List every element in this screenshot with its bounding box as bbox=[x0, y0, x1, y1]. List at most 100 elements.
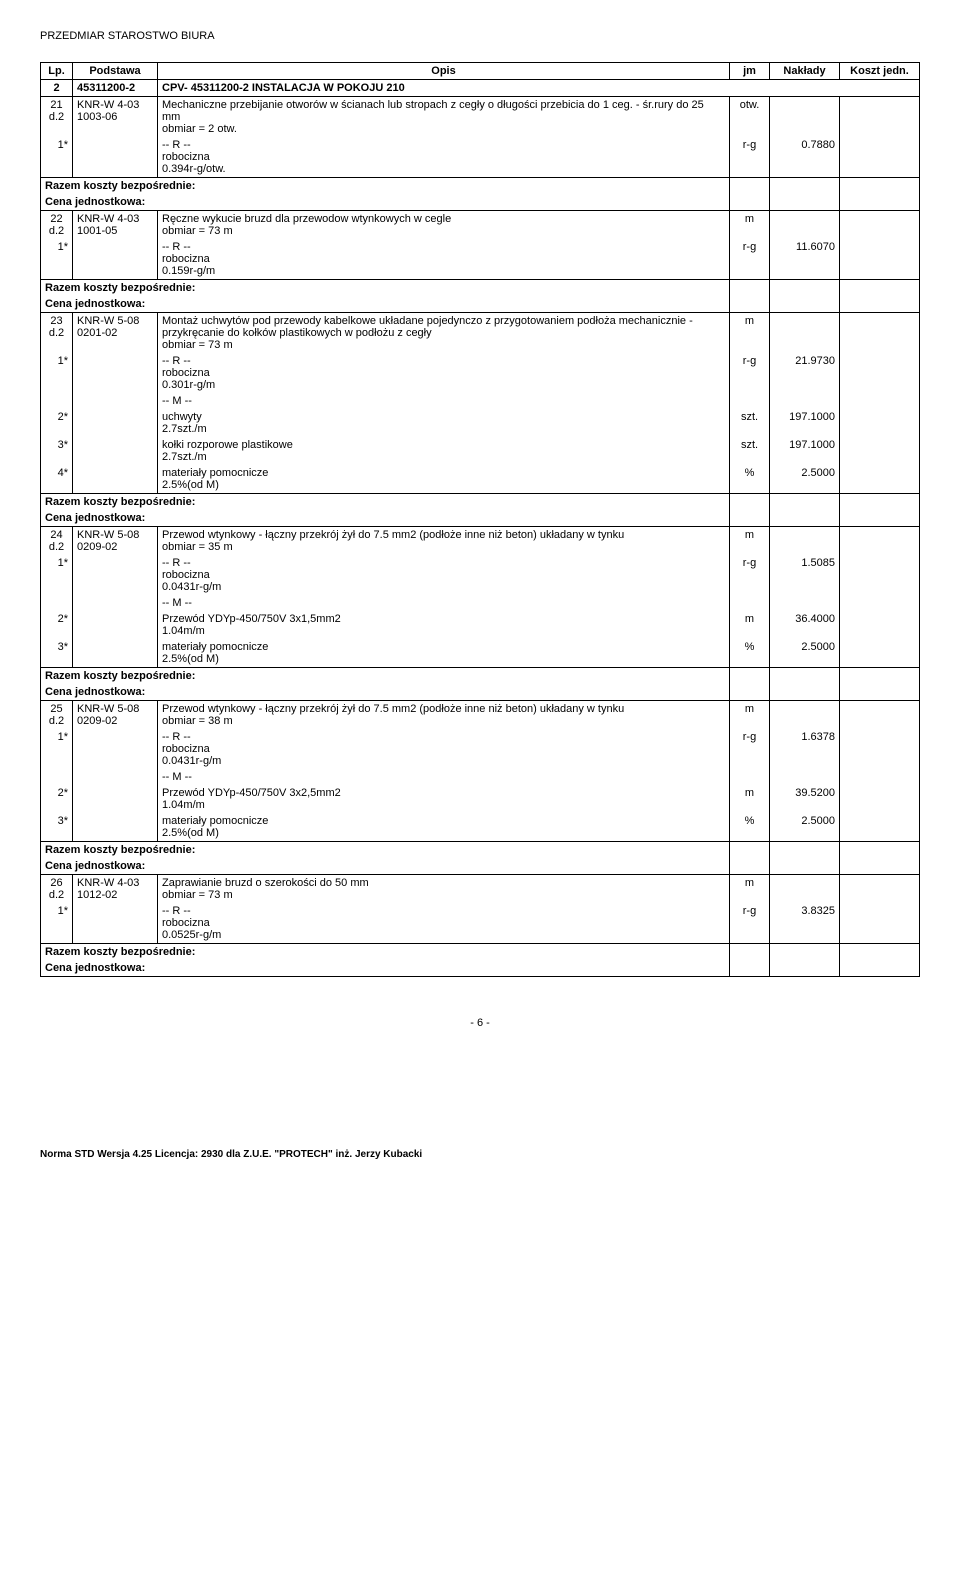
row-jm: r-g bbox=[730, 903, 770, 944]
row-opis: Przewód YDYp-450/750V 3x1,5mm21.04m/m bbox=[158, 611, 730, 639]
razem-row: Razem koszty bezpośrednie: bbox=[41, 280, 920, 297]
th-koszt: Koszt jedn. bbox=[840, 63, 920, 80]
row-star: 1* bbox=[41, 137, 73, 178]
th-podstawa: Podstawa bbox=[73, 63, 158, 80]
razem-label: Razem koszty bezpośrednie: bbox=[41, 842, 730, 859]
m-row: 3*materiały pomocnicze2.5%(od M)%2.5000 bbox=[41, 639, 920, 668]
r-row: 1*-- R --robocizna0.0431r-g/mr-g1.6378 bbox=[41, 729, 920, 769]
row-naklady: 1.6378 bbox=[770, 729, 840, 769]
item-row: 21d.2KNR-W 4-031003-06Mechaniczne przebi… bbox=[41, 97, 920, 138]
section-code: 45311200-2 bbox=[73, 80, 158, 97]
razem-row: Razem koszty bezpośrednie: bbox=[41, 668, 920, 685]
item-lp: 24d.2 bbox=[41, 527, 73, 556]
m-head-row: -- M -- bbox=[41, 769, 920, 785]
section-row: 245311200-2CPV- 45311200-2 INSTALACJA W … bbox=[41, 80, 920, 97]
item-jm: m bbox=[730, 875, 770, 904]
row-naklady: 11.6070 bbox=[770, 239, 840, 280]
item-opis: Przewod wtynkowy - łączny przekrój żył d… bbox=[158, 701, 730, 730]
cena-label: Cena jednostkowa: bbox=[41, 684, 730, 701]
item-opis: Przewod wtynkowy - łączny przekrój żył d… bbox=[158, 527, 730, 556]
razem-row: Razem koszty bezpośrednie: bbox=[41, 842, 920, 859]
m-row: 2*Przewód YDYp-450/750V 3x2,5mm21.04m/mm… bbox=[41, 785, 920, 813]
item-opis: Mechaniczne przebijanie otworów w ściana… bbox=[158, 97, 730, 138]
row-jm: szt. bbox=[730, 437, 770, 465]
row-jm: r-g bbox=[730, 555, 770, 595]
row-opis: materiały pomocnicze2.5%(od M) bbox=[158, 465, 730, 494]
item-lp: 25d.2 bbox=[41, 701, 73, 730]
item-lp: 21d.2 bbox=[41, 97, 73, 138]
m-row: 3*kołki rozporowe plastikowe2.7szt./mszt… bbox=[41, 437, 920, 465]
row-opis: kołki rozporowe plastikowe2.7szt./m bbox=[158, 437, 730, 465]
row-naklady: 197.1000 bbox=[770, 409, 840, 437]
cena-label: Cena jednostkowa: bbox=[41, 194, 730, 211]
row-star: 2* bbox=[41, 611, 73, 639]
m-row: 2* Przewód YDYp-450/750V 3x1,5mm21.04m/mm… bbox=[41, 611, 920, 639]
row-opis: materiały pomocnicze2.5%(od M) bbox=[158, 813, 730, 842]
section-num: 2 bbox=[41, 80, 73, 97]
razem-label: Razem koszty bezpośrednie: bbox=[41, 178, 730, 195]
item-podstawa: KNR-W 5-080209-02 bbox=[73, 527, 158, 556]
m-row: 2* uchwyty2.7szt./mszt.197.1000 bbox=[41, 409, 920, 437]
item-jm: m bbox=[730, 527, 770, 556]
row-jm: m bbox=[730, 611, 770, 639]
item-row: 23d.2KNR-W 5-080201-02Montaż uchwytów po… bbox=[41, 313, 920, 354]
cena-label: Cena jednostkowa: bbox=[41, 858, 730, 875]
cena-label: Cena jednostkowa: bbox=[41, 960, 730, 977]
row-naklady: 36.4000 bbox=[770, 611, 840, 639]
m-row: 4*materiały pomocnicze2.5%(od M)%2.5000 bbox=[41, 465, 920, 494]
m-head-label: -- M -- bbox=[158, 393, 730, 409]
cena-label: Cena jednostkowa: bbox=[41, 510, 730, 527]
row-star: 4* bbox=[41, 465, 73, 494]
item-podstawa: KNR-W 5-080209-02 bbox=[73, 701, 158, 730]
item-row: 22d.2KNR-W 4-031001-05Ręczne wykucie bru… bbox=[41, 211, 920, 240]
page-number: - 6 - bbox=[40, 1017, 920, 1029]
row-jm: % bbox=[730, 813, 770, 842]
row-naklady: 3.8325 bbox=[770, 903, 840, 944]
cena-row: Cena jednostkowa: bbox=[41, 194, 920, 211]
m-head-label: -- M -- bbox=[158, 769, 730, 785]
row-opis: -- R --robocizna0.301r-g/m bbox=[158, 353, 730, 393]
cost-table: Lp. Podstawa Opis jm Nakłady Koszt jedn.… bbox=[40, 62, 920, 977]
row-star: 3* bbox=[41, 639, 73, 668]
cena-row: Cena jednostkowa: bbox=[41, 960, 920, 977]
cena-row: Cena jednostkowa: bbox=[41, 858, 920, 875]
row-naklady: 21.9730 bbox=[770, 353, 840, 393]
th-naklady: Nakłady bbox=[770, 63, 840, 80]
razem-row: Razem koszty bezpośrednie: bbox=[41, 178, 920, 195]
th-jm: jm bbox=[730, 63, 770, 80]
r-row: 1* -- R --robocizna0.0525r-g/mr-g3.8325 bbox=[41, 903, 920, 944]
row-jm: m bbox=[730, 785, 770, 813]
row-jm: r-g bbox=[730, 239, 770, 280]
row-naklady: 1.5085 bbox=[770, 555, 840, 595]
row-star: 1* bbox=[41, 353, 73, 393]
row-opis: uchwyty2.7szt./m bbox=[158, 409, 730, 437]
r-row: 1*-- R --robocizna0.301r-g/mr-g21.9730 bbox=[41, 353, 920, 393]
doc-title: PRZEDMIAR STAROSTWO BIURA bbox=[40, 30, 920, 42]
m-head-row: -- M -- bbox=[41, 393, 920, 409]
item-row: 25d.2KNR-W 5-080209-02Przewod wtynkowy -… bbox=[41, 701, 920, 730]
table-header-row: Lp. Podstawa Opis jm Nakłady Koszt jedn. bbox=[41, 63, 920, 80]
row-star: 2* bbox=[41, 409, 73, 437]
razem-row: Razem koszty bezpośrednie: bbox=[41, 494, 920, 511]
row-naklady: 197.1000 bbox=[770, 437, 840, 465]
item-row: 26d.2KNR-W 4-031012-02Zaprawianie bruzd … bbox=[41, 875, 920, 904]
item-podstawa: KNR-W 4-031012-02 bbox=[73, 875, 158, 904]
r-row: 1*-- R --robocizna0.0431r-g/mr-g1.5085 bbox=[41, 555, 920, 595]
item-jm: m bbox=[730, 211, 770, 240]
row-jm: szt. bbox=[730, 409, 770, 437]
razem-row: Razem koszty bezpośrednie: bbox=[41, 944, 920, 961]
cena-label: Cena jednostkowa: bbox=[41, 296, 730, 313]
r-row: 1*-- R --robocizna0.159r-g/mr-g11.6070 bbox=[41, 239, 920, 280]
razem-label: Razem koszty bezpośrednie: bbox=[41, 494, 730, 511]
row-opis: -- R --robocizna0.0525r-g/m bbox=[158, 903, 730, 944]
item-opis: Ręczne wykucie bruzd dla przewodow wtynk… bbox=[158, 211, 730, 240]
row-opis: -- R --robocizna0.394r-g/otw. bbox=[158, 137, 730, 178]
row-star: 1* bbox=[41, 903, 73, 944]
item-jm: otw. bbox=[730, 97, 770, 138]
item-opis: Zaprawianie bruzd o szerokości do 50 mmo… bbox=[158, 875, 730, 904]
item-lp: 26d.2 bbox=[41, 875, 73, 904]
cena-row: Cena jednostkowa: bbox=[41, 296, 920, 313]
razem-label: Razem koszty bezpośrednie: bbox=[41, 280, 730, 297]
section-title: CPV- 45311200-2 INSTALACJA W POKOJU 210 bbox=[158, 80, 920, 97]
row-naklady: 2.5000 bbox=[770, 813, 840, 842]
